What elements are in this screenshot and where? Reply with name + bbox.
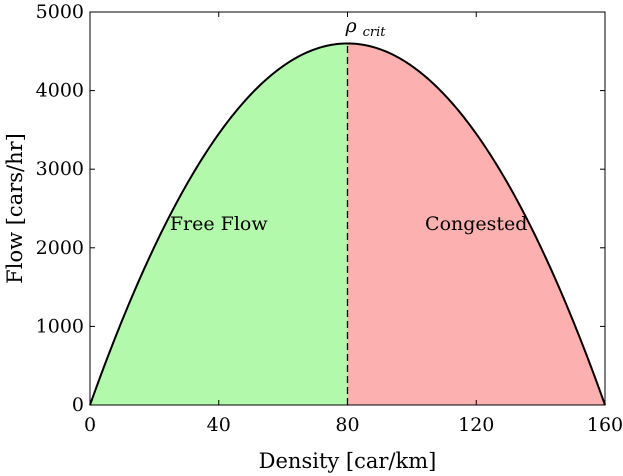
- x-tick-label: 40: [207, 414, 231, 436]
- region-label-1: Congested: [425, 213, 527, 235]
- region-label-0: Free Flow: [170, 213, 268, 235]
- critical-density-subscript: crit: [363, 25, 387, 40]
- y-tick-label: 5000: [36, 1, 84, 23]
- y-tick-label: 1000: [36, 315, 84, 337]
- y-axis-ticks: 0 1000 2000 3000 4000 5000: [36, 1, 605, 416]
- shaded-regions: [90, 43, 605, 405]
- x-axis-ticks: 0 40 80 120 160: [84, 12, 623, 436]
- region-fill-0: [90, 43, 348, 405]
- region-labels: Free Flow Congested: [170, 213, 528, 235]
- critical-density-label: ρ crit: [344, 15, 386, 40]
- x-tick-label: 160: [587, 414, 623, 436]
- x-tick-label: 0: [84, 414, 96, 436]
- y-tick-label: 0: [72, 394, 84, 416]
- critical-density-symbol: ρ: [344, 15, 357, 37]
- y-tick-label: 4000: [36, 80, 84, 102]
- y-tick-label: 2000: [36, 237, 84, 259]
- x-axis-label: Density [car/km]: [259, 449, 437, 473]
- y-axis-label: Flow [cars/hr]: [3, 133, 27, 284]
- x-tick-label: 120: [458, 414, 494, 436]
- flow-curve: [89, 42, 606, 406]
- x-tick-label: 80: [335, 414, 359, 436]
- region-fill-1: [347, 43, 605, 405]
- flow-curve-group: [89, 42, 606, 406]
- y-tick-label: 3000: [36, 158, 84, 180]
